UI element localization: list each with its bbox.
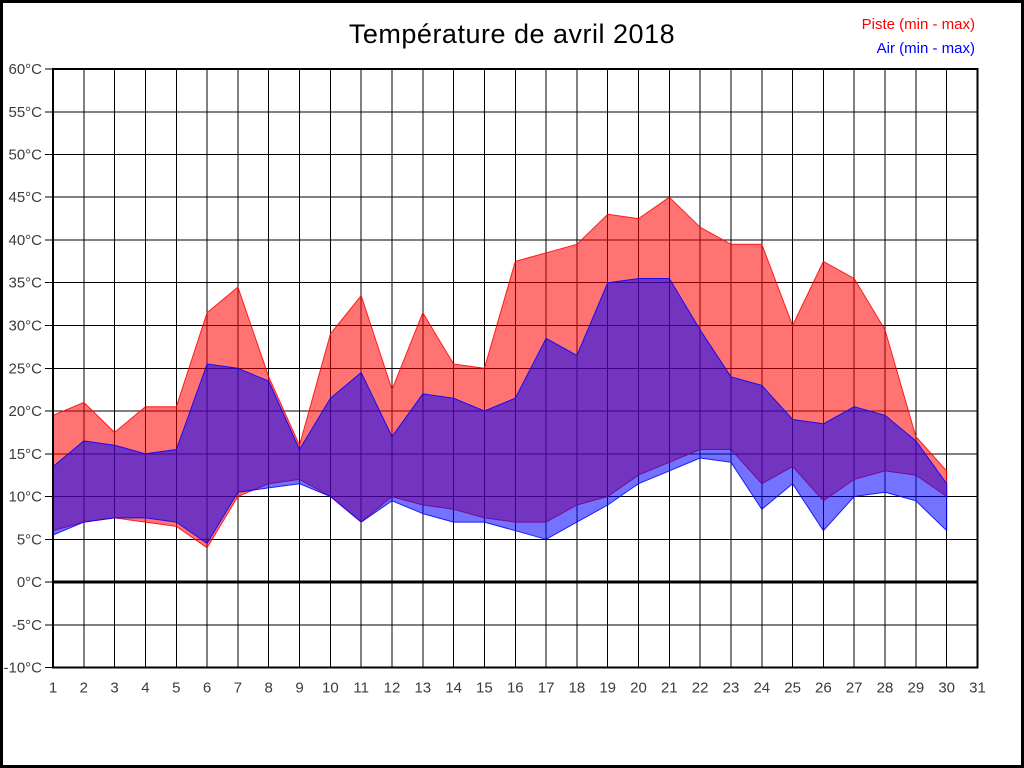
y-tick-label: 25°C: [8, 360, 42, 377]
x-tick-label: 11: [353, 680, 369, 697]
x-tick-label: 21: [661, 680, 678, 697]
chart-legend: Piste (min - max) Air (min - max): [862, 13, 975, 61]
y-tick-label: 60°C: [8, 61, 42, 78]
x-tick-label: 19: [599, 680, 616, 697]
x-tick-label: 9: [295, 680, 303, 697]
air-band: [52, 278, 948, 544]
y-tick-label: 10°C: [8, 489, 42, 506]
x-tick-label: 5: [172, 680, 180, 697]
x-tick-label: 22: [692, 680, 709, 697]
y-tick-label: 15°C: [8, 446, 42, 463]
x-tick-label: 24: [753, 680, 770, 697]
x-tick-label: 30: [938, 680, 955, 697]
x-tick-label: 2: [80, 680, 88, 697]
x-tick-label: 26: [815, 680, 832, 697]
x-tick-label: 16: [507, 680, 524, 697]
x-tick-label: 3: [110, 680, 118, 697]
x-tick-label: 29: [908, 680, 925, 697]
x-tick-label: 13: [414, 680, 431, 697]
y-tick-label: 30°C: [8, 318, 42, 335]
x-tick-label: 23: [723, 680, 740, 697]
legend-item-piste: Piste (min - max): [861, 16, 975, 33]
x-tick-label: 4: [141, 680, 149, 697]
x-tick-label: 15: [476, 680, 493, 697]
y-tick-label: 40°C: [8, 232, 42, 249]
y-tick-label: -10°C: [3, 660, 42, 677]
x-tick-label: 27: [846, 680, 863, 697]
x-tick-label: 17: [538, 680, 555, 697]
x-tick-label: 25: [784, 680, 801, 697]
y-tick-label: 50°C: [8, 147, 42, 164]
x-tick-label: 20: [630, 680, 647, 697]
legend-item-air: Air (min - max): [876, 40, 975, 57]
x-tick-label: 6: [203, 680, 211, 697]
chart-title: Température de avril 2018: [348, 19, 676, 49]
y-tick-label: 45°C: [8, 189, 42, 206]
temperature-area-chart: 60°C55°C50°C45°C40°C35°C30°C25°C20°C15°C…: [3, 61, 986, 697]
x-tick-label: 28: [877, 680, 894, 697]
x-tick-label: 7: [234, 680, 242, 697]
x-tick-label: 1: [49, 680, 57, 697]
y-tick-label: 5°C: [17, 531, 42, 548]
x-tick-label: 8: [265, 680, 273, 697]
y-tick-label: -5°C: [12, 617, 42, 634]
y-tick-label: 55°C: [8, 104, 42, 121]
x-tick-label: 10: [322, 680, 339, 697]
x-tick-label: 14: [445, 680, 462, 697]
y-tick-label: 0°C: [17, 574, 42, 591]
y-tick-label: 20°C: [8, 403, 42, 420]
x-tick-label: 12: [384, 680, 401, 697]
x-tick-label: 31: [969, 680, 986, 697]
x-tick-label: 18: [569, 680, 586, 697]
y-tick-label: 35°C: [8, 275, 42, 292]
